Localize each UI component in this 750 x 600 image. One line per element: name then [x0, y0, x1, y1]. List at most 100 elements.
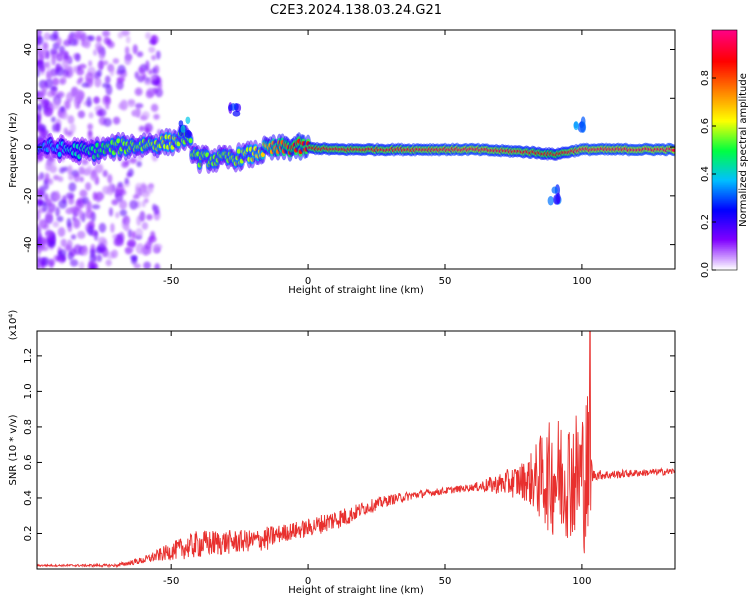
- spectrogram-cell: [104, 75, 111, 84]
- colorbar-step: [712, 216, 737, 219]
- colorbar-step: [712, 40, 737, 43]
- spectrogram-cell: [144, 79, 152, 86]
- spectrogram-cell: [127, 238, 137, 249]
- spectrogram-ytick-label: 20: [23, 92, 34, 105]
- colorbar-step: [712, 104, 737, 107]
- colorbar-step: [712, 60, 737, 63]
- spectrogram-cell: [69, 123, 76, 134]
- spectrogram-cell: [42, 42, 49, 51]
- spectrogram-cell: [98, 222, 107, 233]
- spectrogram-cell: [94, 77, 102, 88]
- colorbar-step: [712, 240, 737, 243]
- spectrogram-cell: [150, 230, 156, 240]
- spectrogram-cell: [37, 36, 44, 45]
- spectrogram-cell: [81, 158, 89, 166]
- spectrogram-cell: [116, 76, 126, 83]
- spectrogram-xtick-label: -50: [163, 276, 179, 287]
- spectrogram-ytick-label: 40: [23, 43, 34, 56]
- spectrogram-cell: [55, 190, 60, 200]
- spectrogram-cell: [53, 174, 60, 181]
- spectrogram-cell: [67, 115, 75, 125]
- colorbar-step: [712, 204, 737, 207]
- spectrogram-cell: [44, 172, 50, 181]
- colorbar-step: [712, 196, 737, 199]
- spectrogram-cell: [556, 192, 561, 205]
- colorbar-step: [712, 138, 737, 141]
- spectrogram-cell: [79, 176, 84, 183]
- spectrogram-cell: [52, 30, 59, 40]
- colorbar-tick-label: 0.2: [700, 214, 711, 230]
- colorbar-step: [712, 64, 737, 67]
- spectrogram-cell: [131, 231, 136, 239]
- spectrogram-cell: [124, 46, 130, 55]
- spectrogram-cell: [184, 130, 192, 139]
- spectrogram-cell: [48, 240, 56, 248]
- colorbar-frame: [711, 29, 738, 271]
- spectrogram-cell: [260, 152, 265, 158]
- spectrogram-cell: [55, 122, 61, 133]
- spectrogram-cell: [66, 207, 72, 214]
- snr-xtick-label: 50: [439, 576, 452, 587]
- snr-series-line: [37, 331, 675, 569]
- spectrogram-cell: [60, 105, 65, 113]
- spectrogram-cell: [124, 220, 129, 231]
- snr-ticks: -50 0 50 100 0.2 0.4 0.6 0.8 1.0 1.2: [23, 331, 675, 587]
- spectrogram-xlabel: Height of straight line (km): [288, 285, 424, 296]
- spectrogram-cell: [50, 48, 58, 56]
- spectrogram-cell: [151, 79, 160, 86]
- colorbar-step: [712, 96, 737, 99]
- spectrogram-cell: [93, 96, 100, 104]
- spectrogram-cell: [73, 172, 81, 183]
- spectrogram-cell: [117, 64, 126, 75]
- colorbar-step: [712, 118, 737, 121]
- spectrogram-cell: [118, 199, 128, 210]
- spectrogram-cell: [61, 254, 66, 262]
- colorbar-step: [712, 180, 737, 183]
- spectrogram-ytick-label: 0: [23, 144, 34, 150]
- snr-ytick-label: 0.2: [23, 526, 34, 542]
- colorbar-tick-label: 0.6: [700, 118, 711, 134]
- spectrogram-cell: [88, 35, 95, 42]
- spectrogram-cell: [38, 219, 44, 229]
- spectrogram-cell: [46, 70, 51, 77]
- colorbar-step: [712, 90, 737, 93]
- spectrogram-cell: [136, 51, 144, 58]
- colorbar-step: [712, 124, 737, 127]
- spectrogram-cell: [62, 50, 68, 61]
- spectrogram-cell: [88, 112, 94, 119]
- spectrogram-cell: [115, 211, 120, 219]
- spectrogram-cell: [37, 49, 47, 56]
- spectrogram-cell: [73, 244, 83, 256]
- colorbar-step: [712, 150, 737, 153]
- spectrogram-cells: [37, 30, 675, 269]
- spectrogram-cell: [95, 110, 104, 117]
- spectrogram-cell: [124, 247, 133, 255]
- spectrogram-cell: [143, 198, 149, 204]
- spectrogram-cell: [76, 67, 85, 76]
- colorbar-label: Normalized spectral amplitude: [738, 73, 749, 227]
- colorbar-step: [712, 52, 737, 55]
- colorbar-step: [712, 44, 737, 47]
- spectrogram-cell: [66, 91, 74, 103]
- spectrogram-cell: [85, 209, 94, 219]
- colorbar-step: [712, 206, 737, 209]
- spectrogram-cell: [132, 194, 140, 200]
- colorbar-step: [712, 238, 737, 241]
- spectrogram-cell: [134, 103, 144, 109]
- colorbar-step: [712, 258, 737, 261]
- colorbar-step: [712, 152, 737, 155]
- colorbar-step: [712, 42, 737, 45]
- colorbar-gradient: [711, 29, 738, 271]
- colorbar-step: [712, 192, 737, 195]
- colorbar-step: [712, 136, 737, 139]
- spectrogram-cell: [78, 76, 84, 83]
- colorbar-tick-label: 0.8: [700, 70, 711, 86]
- spectrogram-cell: [154, 263, 161, 269]
- colorbar-step: [712, 108, 737, 111]
- colorbar-step: [712, 214, 737, 217]
- colorbar-step: [712, 188, 737, 191]
- spectrogram-cell: [185, 116, 191, 124]
- colorbar-step: [712, 62, 737, 65]
- spectrogram-cell: [50, 116, 56, 123]
- colorbar-step: [712, 212, 737, 215]
